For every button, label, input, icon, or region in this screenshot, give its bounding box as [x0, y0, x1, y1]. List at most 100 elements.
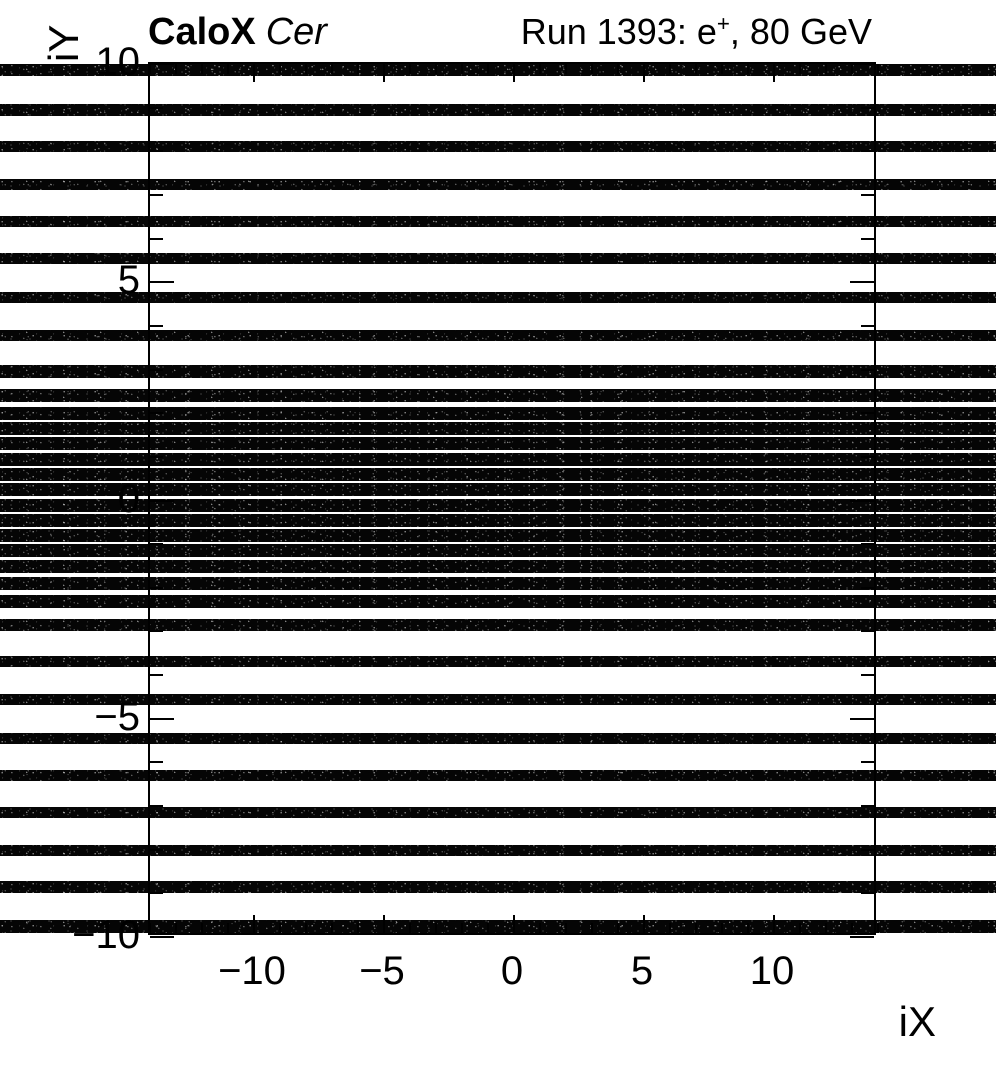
y-axis-major-tick	[150, 63, 174, 65]
x-axis-top-minor-tick	[409, 64, 411, 74]
run-suffix: , 80 GeV	[729, 11, 872, 52]
y-axis-major-tick	[150, 936, 174, 938]
x-axis-minor-tick	[851, 923, 853, 933]
y-axis-right-minor-tick	[861, 150, 874, 153]
y-axis-right-major-tick	[850, 499, 874, 502]
plot-frame	[148, 62, 879, 938]
y-axis-tick-label: −10	[72, 913, 140, 957]
y-axis-right-minor-tick	[861, 237, 874, 240]
x-axis-minor-tick	[331, 923, 333, 933]
x-axis-minor-tick	[669, 923, 671, 933]
x-axis-tick-label: 0	[500, 949, 524, 993]
x-axis-major-tick	[253, 915, 255, 933]
y-axis-minor-tick	[150, 324, 163, 327]
x-axis-major-tick	[513, 915, 515, 933]
x-axis-tick-label: −10	[218, 949, 286, 993]
y-axis-tick-label: −5	[94, 694, 140, 739]
x-axis-major-tick	[773, 915, 775, 933]
x-axis-minor-tick	[201, 923, 203, 933]
x-axis-minor-tick	[357, 923, 359, 933]
y-axis-right-minor-tick	[861, 412, 874, 415]
y-axis-minor-tick	[150, 543, 163, 546]
x-axis-minor-tick	[747, 923, 749, 933]
x-axis-top-minor-tick	[851, 64, 853, 74]
y-axis-right-minor-tick	[861, 674, 874, 677]
y-axis-minor-tick	[150, 412, 163, 415]
y-axis-right-minor-tick	[861, 630, 874, 633]
charge-superscript: +	[716, 11, 730, 36]
channel-name: Cer	[265, 11, 327, 53]
x-axis-major-tick	[643, 915, 645, 933]
y-axis-right-major-tick	[850, 281, 874, 284]
x-axis-minor-tick	[565, 923, 567, 933]
x-axis-top-minor-tick	[825, 64, 827, 74]
y-axis-major-tick	[150, 717, 174, 720]
x-axis-top-minor-tick	[331, 64, 333, 74]
x-axis-tick-label: 5	[630, 949, 654, 993]
x-axis-minor-tick	[149, 923, 151, 933]
y-axis-major-tick	[150, 499, 174, 502]
x-axis-minor-tick	[461, 923, 463, 933]
y-axis-minor-tick	[150, 150, 163, 153]
y-axis-right-major-tick	[850, 717, 874, 720]
x-axis-top-minor-tick	[201, 64, 203, 74]
x-axis-top-minor-tick	[695, 64, 697, 74]
run-info-label: Run 1393: e+, 80 GeV	[521, 12, 872, 52]
y-axis-title: iY	[40, 24, 87, 62]
x-axis-top-minor-tick	[617, 64, 619, 74]
y-axis-minor-tick	[150, 455, 163, 458]
x-axis-top-minor-tick	[435, 64, 437, 74]
x-axis-title: iX	[898, 998, 936, 1045]
x-axis-minor-tick	[539, 923, 541, 933]
x-axis-minor-tick	[279, 923, 281, 933]
x-axis-top-minor-tick	[487, 64, 489, 74]
x-axis-minor-tick	[695, 923, 697, 933]
x-axis-minor-tick	[409, 923, 411, 933]
x-axis-top-minor-tick	[305, 64, 307, 74]
y-axis-right-major-tick	[850, 936, 874, 938]
x-axis-top-minor-tick	[149, 64, 151, 74]
x-axis-top-minor-tick	[747, 64, 749, 74]
x-axis-top-minor-tick	[591, 64, 593, 74]
y-axis-minor-tick	[150, 193, 163, 196]
x-axis-top-major-tick	[253, 64, 255, 82]
x-axis-minor-tick	[435, 923, 437, 933]
x-axis-minor-tick	[825, 923, 827, 933]
x-axis-minor-tick	[591, 923, 593, 933]
y-axis-tick-label: 10	[95, 40, 141, 84]
x-axis-top-major-tick	[513, 64, 515, 82]
x-axis-top-minor-tick	[539, 64, 541, 74]
x-axis-top-minor-tick	[877, 64, 879, 74]
y-axis-minor-tick	[150, 674, 163, 677]
figure-header: CaloX Cer Run 1393: e+, 80 GeV	[148, 8, 876, 56]
y-axis-minor-tick	[150, 106, 163, 109]
x-axis-top-major-tick	[643, 64, 645, 82]
y-axis-minor-tick	[150, 805, 163, 808]
y-axis-major-tick	[150, 281, 174, 284]
x-axis-top-minor-tick	[669, 64, 671, 74]
x-axis-minor-tick	[617, 923, 619, 933]
y-axis-right-minor-tick	[861, 368, 874, 371]
y-axis-minor-tick	[150, 237, 163, 240]
x-axis-top-minor-tick	[357, 64, 359, 74]
x-axis-minor-tick	[487, 923, 489, 933]
y-axis-right-minor-tick	[861, 586, 874, 589]
y-axis-right-minor-tick	[861, 193, 874, 196]
x-axis-top-minor-tick	[175, 64, 177, 74]
x-axis-top-minor-tick	[279, 64, 281, 74]
y-axis-tick-label: 0	[117, 476, 140, 521]
x-axis-tick-label: 10	[749, 949, 795, 993]
y-axis-minor-tick	[150, 630, 163, 633]
y-axis-right-major-tick	[850, 63, 874, 65]
y-axis-right-minor-tick	[861, 761, 874, 764]
x-axis-minor-tick	[227, 923, 229, 933]
y-axis-right-minor-tick	[861, 892, 874, 895]
x-axis-tick-label: −5	[359, 949, 405, 993]
x-axis-minor-tick	[175, 923, 177, 933]
x-axis-top-minor-tick	[227, 64, 229, 74]
x-axis-major-tick	[383, 915, 385, 933]
experiment-name: CaloX	[148, 11, 256, 53]
y-axis-right-minor-tick	[861, 324, 874, 327]
x-axis-top-minor-tick	[461, 64, 463, 74]
